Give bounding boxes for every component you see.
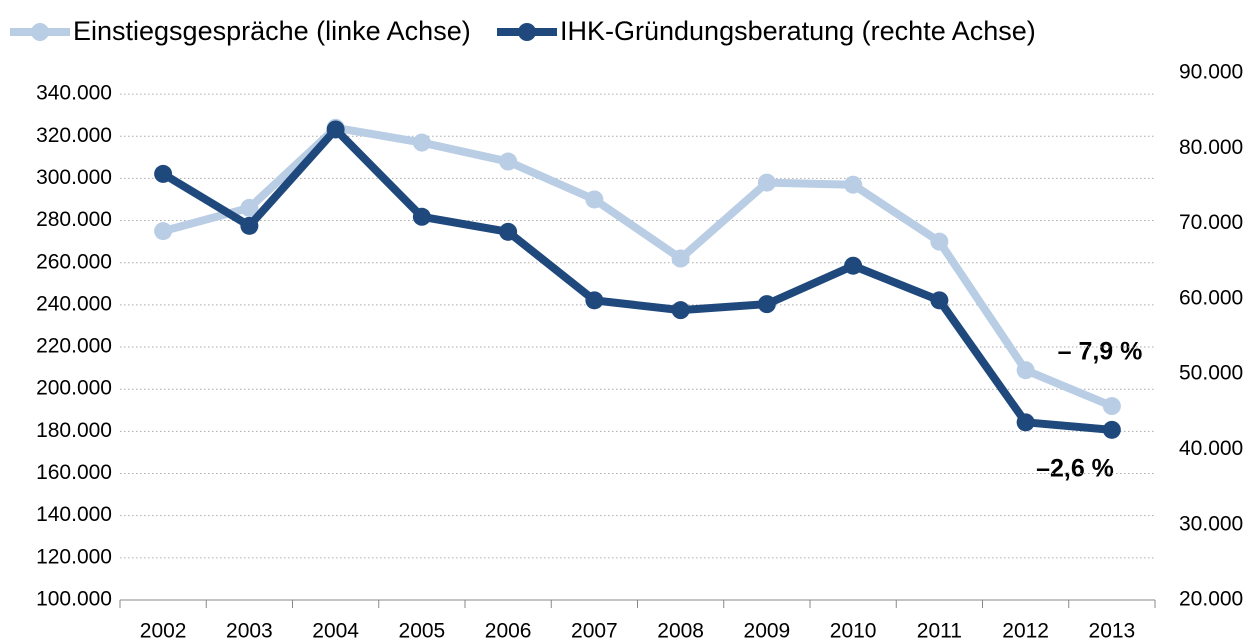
data-point [844,256,863,275]
series-line [162,123,1114,410]
data-point [499,222,518,241]
y2-tick-label: 80.000 [1179,136,1243,159]
data-point [499,152,518,171]
y-tick-label: 280.000 [36,208,112,231]
y2-tick-label: 60.000 [1179,286,1243,309]
x-tick-label: 2013 [1089,620,1136,643]
legend-label: Einstiegsgespräche (linke Achse) [73,16,471,46]
y-tick-label: 200.000 [36,377,112,400]
data-point [1102,397,1121,416]
data-point [412,133,431,152]
data-point [240,216,259,235]
data-point [844,175,863,194]
y-tick-label: 220.000 [36,335,112,358]
y-tick-label: 340.000 [36,82,112,105]
y2-tick-label: 90.000 [1179,61,1243,84]
data-point [240,198,259,217]
y-tick-label: 100.000 [36,588,112,611]
x-tick-label: 2003 [226,620,273,643]
x-tick-label: 2012 [1002,620,1049,643]
data-point [930,291,949,310]
x-tick-label: 2008 [657,620,704,643]
x-tick-label: 2006 [485,620,532,643]
data-point [757,295,776,314]
data-point [757,173,776,192]
data-point [1016,361,1035,380]
data-point [154,222,173,241]
data-point [671,249,690,268]
data-point [1016,413,1035,432]
y2-tick-label: 20.000 [1179,588,1243,611]
y-tick-label: 180.000 [36,419,112,442]
y-tick-label: 140.000 [36,503,112,526]
legend-marker [518,23,536,41]
x-tick-label: 2009 [744,620,791,643]
data-point [930,232,949,251]
data-point [154,164,173,183]
annotation: –2,6 % [1036,455,1114,483]
y-tick-label: 240.000 [36,292,112,315]
x-tick-label: 2004 [312,620,359,643]
x-tick-label: 2007 [571,620,618,643]
y2-tick-label: 50.000 [1179,362,1243,385]
y-tick-label: 160.000 [36,461,112,484]
data-point [671,301,690,320]
annotation: – 7,9 % [1058,338,1143,366]
y2-tick-label: 40.000 [1179,437,1243,460]
y-tick-label: 300.000 [36,166,112,189]
data-point [585,190,604,209]
y2-tick-label: 70.000 [1179,211,1243,234]
series-line [161,125,1113,434]
x-tick-label: 2005 [399,620,446,643]
legend-label: IHK-Gründungsberatung (rechte Achse) [560,16,1036,46]
data-point [326,120,345,139]
data-point [412,207,431,226]
x-tick-label: 2010 [830,620,877,643]
y-tick-label: 260.000 [36,250,112,273]
y-tick-label: 120.000 [36,545,112,568]
data-point [585,291,604,310]
y2-tick-label: 30.000 [1179,512,1243,535]
legend-marker [31,23,49,41]
data-point [1102,420,1121,439]
x-tick-label: 2011 [917,620,962,643]
x-tick-label: 2002 [140,620,187,643]
y-tick-label: 320.000 [36,124,112,147]
